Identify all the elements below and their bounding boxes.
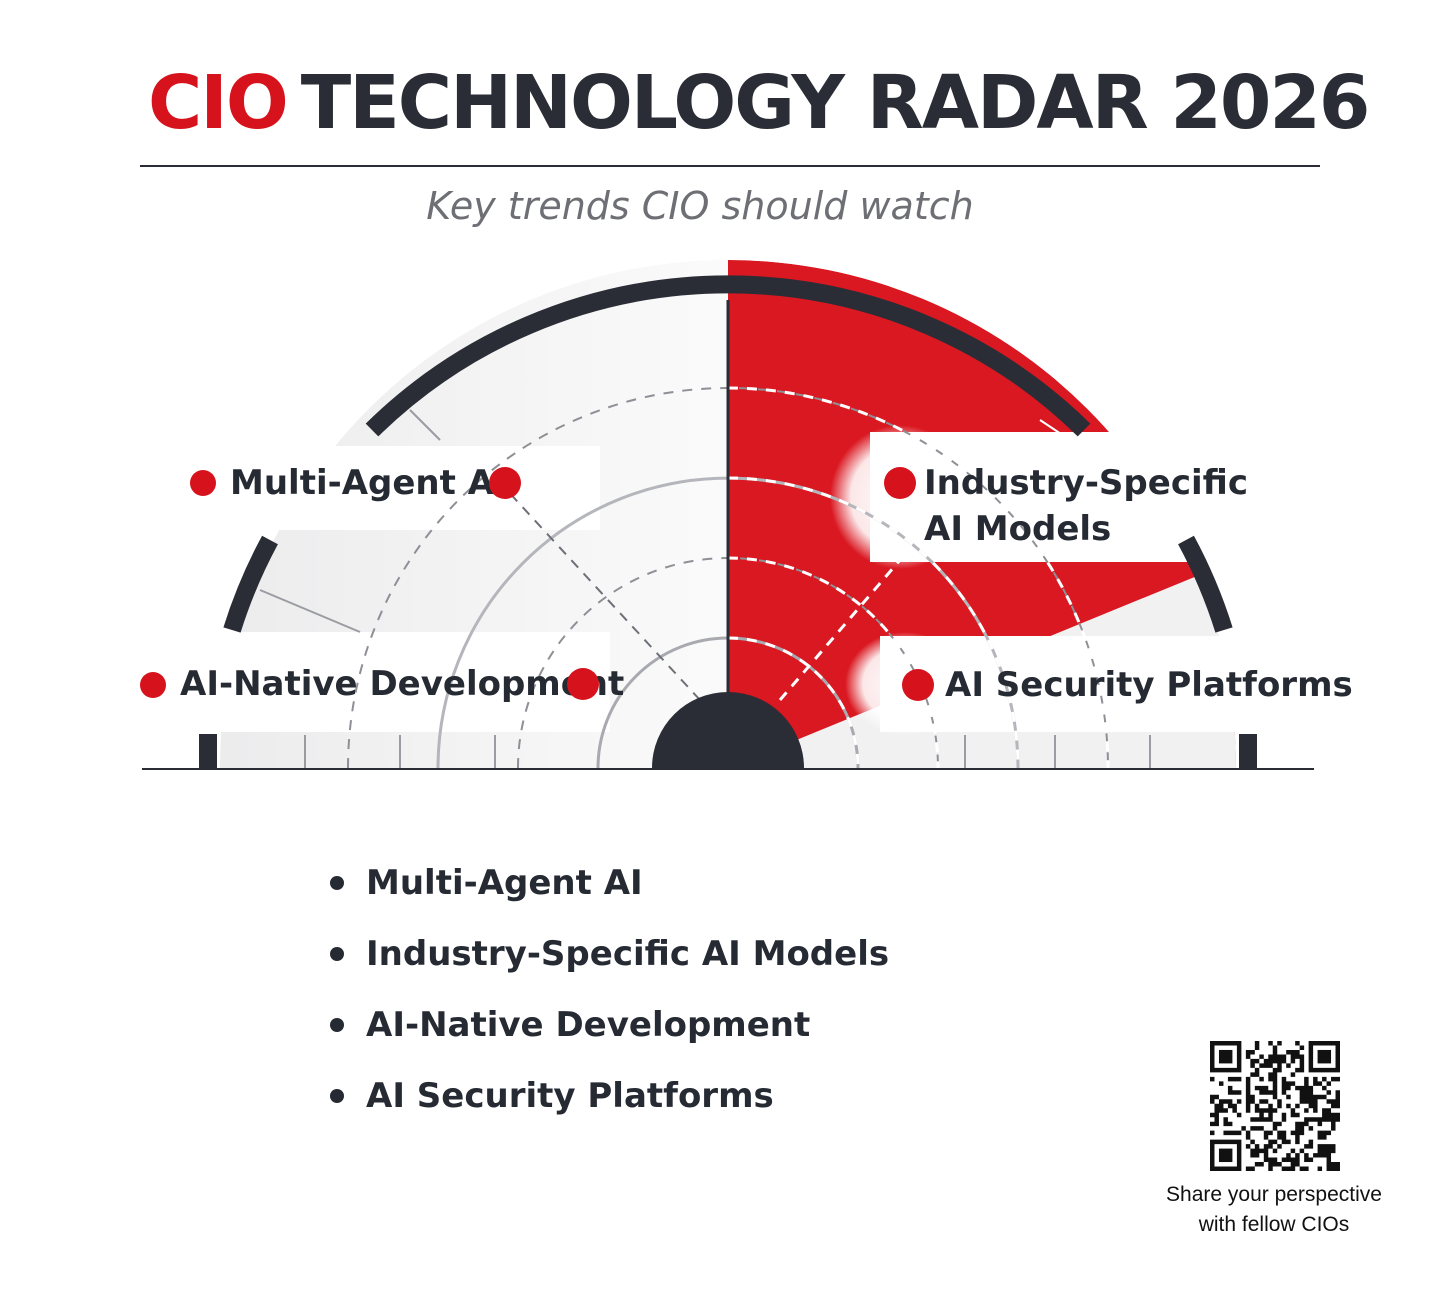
qr-caption: Share your perspective with fellow CIOs — [1166, 1183, 1382, 1236]
list-item: Multi-Agent AI — [330, 856, 889, 927]
bullet-icon — [330, 1089, 344, 1103]
radar-diagram — [120, 260, 1314, 770]
radar-hub — [652, 692, 804, 768]
marker-dot-icon — [902, 669, 934, 701]
title-rest: TECHNOLOGY RADAR 2026 — [300, 60, 1371, 146]
radar-spokes — [259, 300, 1151, 768]
radar-label-industry-specific-line1: Industry-Specific — [924, 463, 1248, 503]
qr-code-icon[interactable] — [1208, 1041, 1342, 1171]
radar-label-multi-agent-ai: Multi-Agent AI — [230, 463, 507, 503]
bullet-icon — [330, 876, 344, 890]
list-item: Industry-Specific AI Models — [330, 927, 889, 998]
marker-dot-icon — [489, 467, 521, 499]
title-divider — [140, 165, 1320, 167]
bullet-icon — [330, 1018, 344, 1032]
label-band — [160, 446, 600, 530]
trend-list: Multi-Agent AI Industry-Specific AI Mode… — [330, 856, 889, 1140]
radar-label-ai-native-development: AI-Native Development — [180, 664, 625, 704]
marker-dot-icon — [567, 668, 599, 700]
marker-dot-icon — [884, 467, 916, 499]
list-item: AI Security Platforms — [330, 1069, 889, 1140]
marker-dot-icon — [140, 672, 166, 698]
radar-outer-frame — [199, 275, 1257, 768]
label-band — [120, 632, 610, 732]
marker-dot-icon — [190, 470, 216, 496]
bullet-icon — [330, 947, 344, 961]
page-title: CIO TECHNOLOGY RADAR 2026 — [148, 66, 1370, 140]
list-item: AI-Native Development — [330, 998, 889, 1069]
title-brand: CIO — [148, 60, 289, 146]
radar-label-industry-specific-line2: AI Models — [924, 509, 1112, 549]
radar-label-ai-security-platforms: AI Security Platforms — [945, 665, 1353, 705]
page-subtitle: Key trends CIO should watch — [426, 184, 974, 228]
